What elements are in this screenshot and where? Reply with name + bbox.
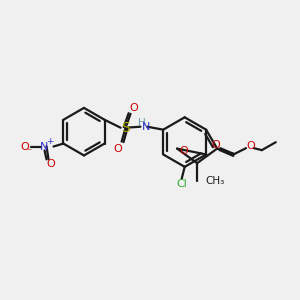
Text: Cl: Cl bbox=[176, 179, 187, 189]
Text: H: H bbox=[138, 118, 145, 128]
Text: O: O bbox=[113, 143, 122, 154]
Text: N: N bbox=[142, 122, 151, 132]
Text: CH₃: CH₃ bbox=[205, 176, 224, 186]
Text: O: O bbox=[129, 103, 138, 113]
Text: O: O bbox=[211, 140, 220, 150]
Text: N: N bbox=[40, 142, 49, 152]
Text: O: O bbox=[20, 142, 29, 152]
Text: +: + bbox=[46, 137, 53, 146]
Text: O: O bbox=[46, 159, 55, 170]
Text: O: O bbox=[180, 146, 188, 156]
Text: S: S bbox=[121, 121, 130, 135]
Text: O: O bbox=[247, 141, 255, 151]
Text: ⁻: ⁻ bbox=[26, 148, 31, 158]
